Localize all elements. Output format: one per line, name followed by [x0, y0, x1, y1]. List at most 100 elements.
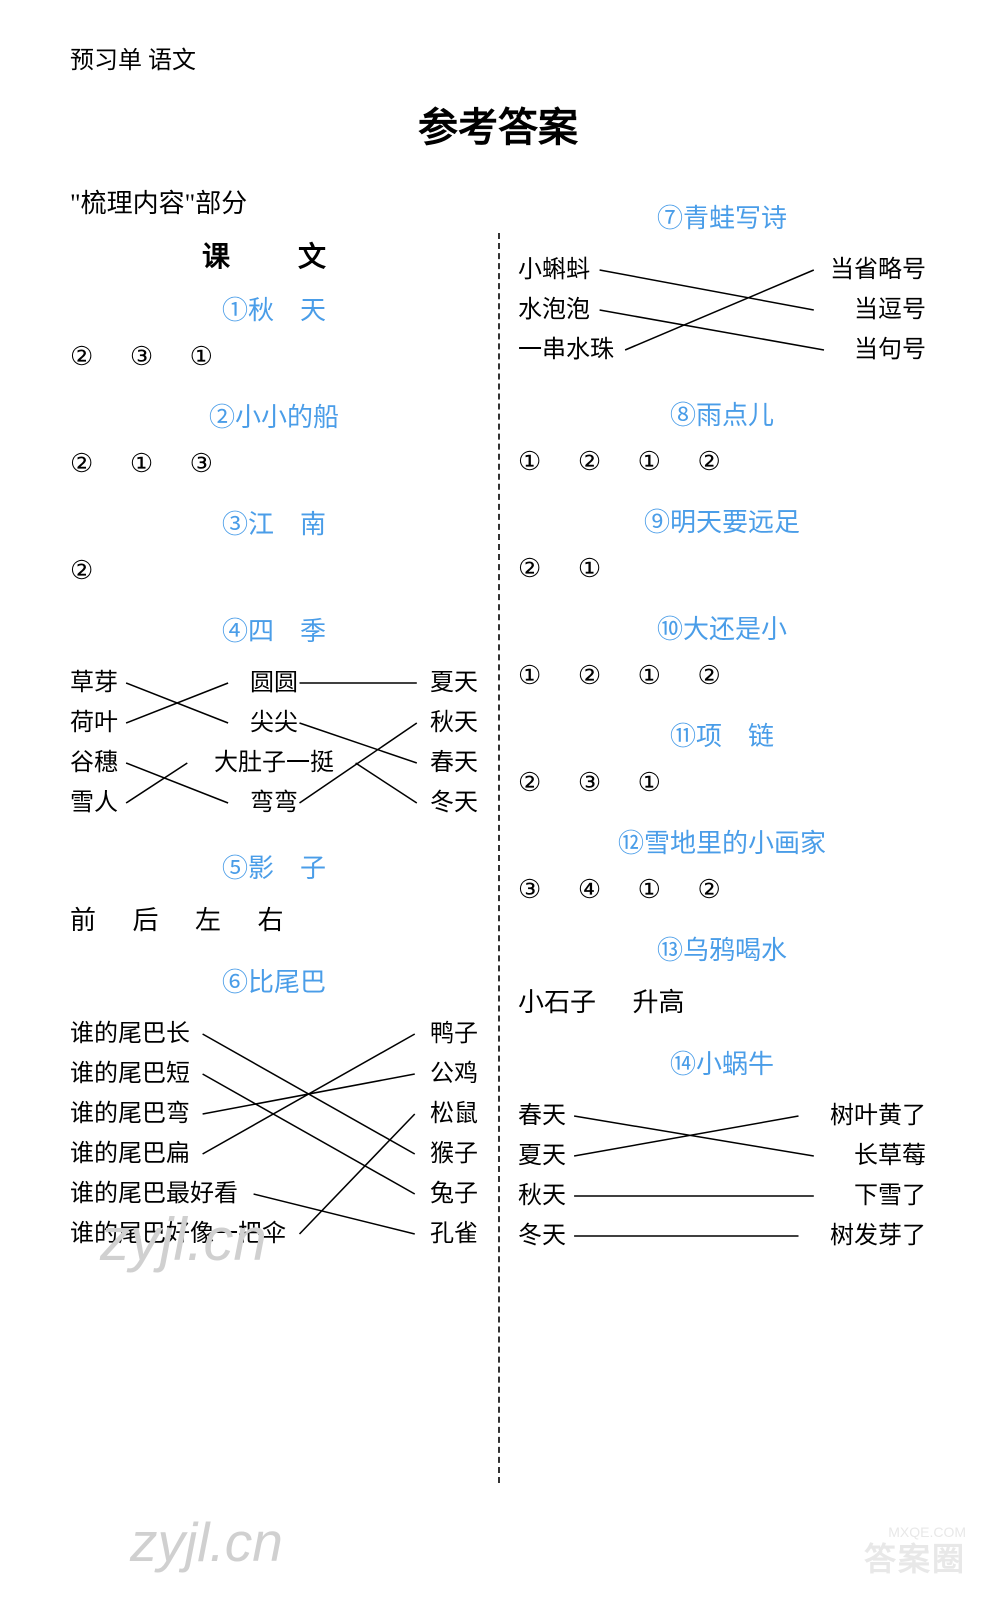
- lesson-13-title: ⑬乌鸦喝水: [518, 930, 926, 967]
- answer-item: ①: [518, 447, 541, 476]
- match-right: 当省略号: [830, 250, 926, 290]
- lesson-11-answers: ② ③ ①: [518, 768, 926, 798]
- answer-item: ④: [578, 875, 601, 904]
- match-right: 冬天: [343, 783, 478, 823]
- kewen-heading: 课 文: [70, 235, 478, 275]
- answer-item: ①: [638, 661, 661, 690]
- match-left: 谁的尾巴短: [70, 1054, 190, 1094]
- answer-item: ②: [697, 447, 720, 476]
- lesson-13-answers: 小石子 升高: [518, 982, 926, 1019]
- match-right: 当句号: [854, 330, 926, 370]
- lesson-10-title: ⑩大还是小: [518, 609, 926, 646]
- answer-item: ②: [70, 449, 93, 478]
- lesson-5-title: ⑤影 子: [70, 848, 478, 885]
- lesson-3-title: ③江 南: [70, 504, 478, 541]
- match-left: 荷叶: [70, 703, 205, 743]
- left-column: "梳理内容"部分 课 文 ①秋 天 ② ③ ① ②小小的船 ② ① ③ ③江 南…: [70, 183, 498, 1281]
- match-right: 公鸡: [430, 1054, 478, 1094]
- answer-item: ①: [518, 661, 541, 690]
- match-right: 秋天: [343, 703, 478, 743]
- answer-item: ②: [578, 661, 601, 690]
- match-right: 孔雀: [430, 1214, 478, 1254]
- column-divider: [498, 233, 500, 1483]
- match-left: 春天: [518, 1096, 566, 1136]
- answer-item: 前: [70, 906, 96, 935]
- answer-item: 升高: [633, 988, 685, 1017]
- match-mid: 圆圆: [207, 663, 342, 703]
- match-left: 冬天: [518, 1216, 566, 1256]
- lesson-1-title: ①秋 天: [70, 290, 478, 327]
- lesson-2-answers: ② ① ③: [70, 449, 478, 479]
- answer-item: ③: [130, 342, 153, 371]
- match-right: 鸭子: [430, 1014, 478, 1054]
- answer-item: 右: [258, 906, 284, 935]
- match-right: 松鼠: [430, 1094, 478, 1134]
- match-left: 谁的尾巴最好看: [70, 1174, 238, 1214]
- lesson-4-title: ④四 季: [70, 611, 478, 648]
- match-left: 谷穗: [70, 743, 205, 783]
- main-title: 参考答案: [70, 95, 926, 153]
- answer-item: ①: [638, 768, 661, 797]
- answer-item: ②: [578, 447, 601, 476]
- lesson-10-answers: ① ② ① ②: [518, 661, 926, 691]
- match-mid: 大肚子一挺: [207, 743, 342, 783]
- answer-item: ②: [697, 661, 720, 690]
- answer-item: ①: [638, 875, 661, 904]
- lesson-8-title: ⑧雨点儿: [518, 395, 926, 432]
- match-right: 猴子: [430, 1134, 478, 1174]
- match-right: 春天: [343, 743, 478, 783]
- answer-item: ①: [638, 447, 661, 476]
- answer-item: ②: [70, 556, 93, 585]
- right-column: ⑦青蛙写诗 小蝌蚪当省略号 水泡泡当逗号 一串水珠当句号 ⑧雨点儿 ① ② ① …: [498, 183, 926, 1281]
- watermark-daanquan: 答案圈: [864, 1534, 966, 1580]
- watermark-mxqe: MXQE.COM: [888, 1524, 966, 1540]
- lesson-5-answers: 前 后 左 右: [70, 900, 478, 937]
- lesson-8-answers: ① ② ① ②: [518, 447, 926, 477]
- lesson-4-matching: 草芽圆圆夏天 荷叶尖尖秋天 谷穗大肚子一挺春天 雪人弯弯冬天: [70, 663, 478, 823]
- match-mid: 弯弯: [207, 783, 342, 823]
- content-columns: "梳理内容"部分 课 文 ①秋 天 ② ③ ① ②小小的船 ② ① ③ ③江 南…: [70, 183, 926, 1281]
- section-label: "梳理内容"部分: [70, 183, 478, 220]
- answer-item: ①: [190, 342, 213, 371]
- lesson-1-answers: ② ③ ①: [70, 342, 478, 372]
- lesson-12-answers: ③ ④ ① ②: [518, 875, 926, 905]
- lesson-14-title: ⑭小蜗牛: [518, 1044, 926, 1081]
- match-left: 谁的尾巴扁: [70, 1134, 190, 1174]
- match-left: 谁的尾巴弯: [70, 1094, 190, 1134]
- answer-item: ③: [518, 875, 541, 904]
- match-mid: 尖尖: [207, 703, 342, 743]
- match-right: 兔子: [430, 1174, 478, 1214]
- answer-item: ③: [190, 449, 213, 478]
- lesson-6-matching: 谁的尾巴长 鸭子 谁的尾巴短 公鸡 谁的尾巴弯 松鼠 谁的尾巴扁 猴子 谁的尾巴最好看 兔…: [70, 1014, 478, 1254]
- lesson-2-title: ②小小的船: [70, 397, 478, 434]
- lesson-7-title: ⑦青蛙写诗: [518, 198, 926, 235]
- match-right: 树叶黄了: [830, 1096, 926, 1136]
- match-right: 下雪了: [854, 1176, 926, 1216]
- match-left: 秋天: [518, 1176, 566, 1216]
- answer-item: ①: [578, 554, 601, 583]
- answer-item: ②: [70, 342, 93, 371]
- lesson-6-title: ⑥比尾巴: [70, 962, 478, 999]
- match-left: 谁的尾巴长: [70, 1014, 190, 1054]
- lesson-12-title: ⑫雪地里的小画家: [518, 823, 926, 860]
- answer-item: 小石子: [518, 988, 596, 1017]
- watermark-zyjl-2: zyjl.cn: [130, 1510, 283, 1574]
- answer-item: 后: [133, 906, 159, 935]
- match-left: 夏天: [518, 1136, 566, 1176]
- answer-item: ②: [518, 768, 541, 797]
- match-left: 谁的尾巴好像一把伞: [70, 1214, 286, 1254]
- lesson-3-answers: ②: [70, 556, 478, 586]
- answer-item: ②: [697, 875, 720, 904]
- match-left: 小蝌蚪: [518, 250, 590, 290]
- match-right: 树发芽了: [830, 1216, 926, 1256]
- match-left: 草芽: [70, 663, 205, 703]
- lesson-7-matching: 小蝌蚪当省略号 水泡泡当逗号 一串水珠当句号: [518, 250, 926, 370]
- match-left: 雪人: [70, 783, 205, 823]
- answer-item: ②: [518, 554, 541, 583]
- answer-item: 左: [195, 906, 221, 935]
- match-right: 夏天: [343, 663, 478, 703]
- match-left: 一串水珠: [518, 330, 614, 370]
- page-header: 预习单 语文: [70, 40, 926, 75]
- match-left: 水泡泡: [518, 290, 590, 330]
- answer-item: ①: [130, 449, 153, 478]
